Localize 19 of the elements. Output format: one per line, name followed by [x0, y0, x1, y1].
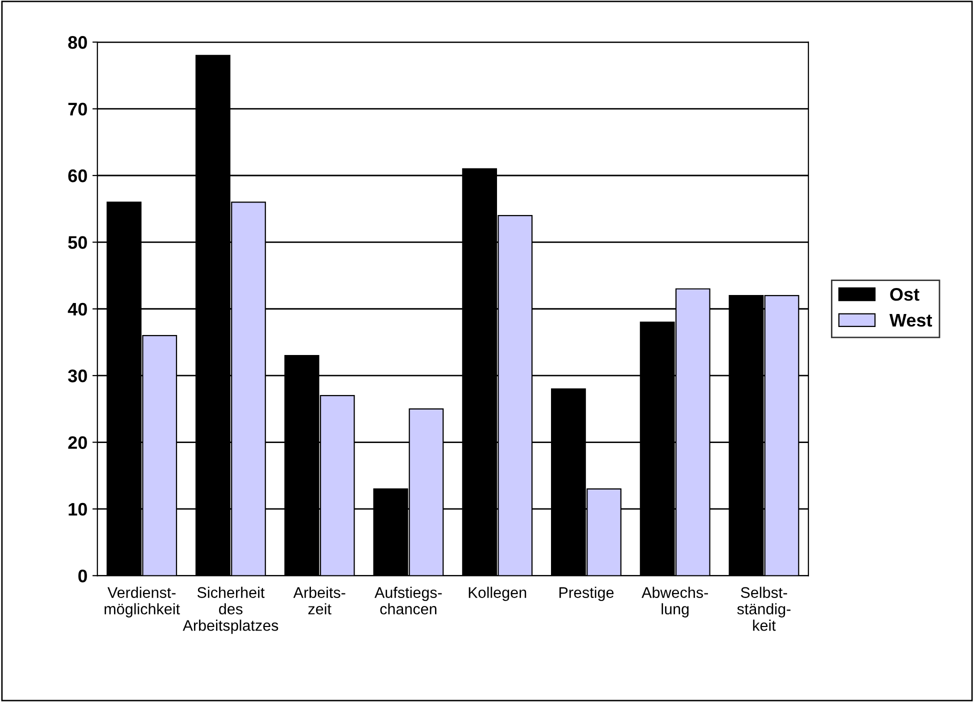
y-tick-label: 40 — [68, 302, 87, 316]
x-tick-label: Arbeits- zeit — [293, 586, 346, 614]
x-tick-label: Sicherheit des Arbeitsplatzes — [182, 586, 278, 634]
y-tick-label: 70 — [68, 102, 87, 116]
legend-label: Ost — [890, 288, 920, 301]
y-tick-label: 30 — [68, 370, 87, 382]
y-tick-label: 0 — [78, 570, 87, 582]
y-tick-label: 20 — [68, 436, 87, 449]
y-tick-label: 80 — [68, 36, 87, 49]
x-tick-label: Kollegen — [468, 586, 526, 601]
legend-label: West — [889, 314, 932, 327]
x-tick-label: Aufstiegs- chancen — [374, 586, 442, 614]
x-tick-label: Selbst- ständig- keit — [737, 586, 790, 631]
y-tick-label: 50 — [68, 236, 87, 249]
x-tick-label: Abwechs- lung — [642, 586, 708, 618]
x-tick-label: Verdienst- möglichkeit — [104, 586, 180, 618]
y-tick-label: 10 — [68, 502, 87, 516]
x-tick-label: Prestige — [559, 586, 614, 601]
y-tick-label: 60 — [68, 169, 87, 182]
